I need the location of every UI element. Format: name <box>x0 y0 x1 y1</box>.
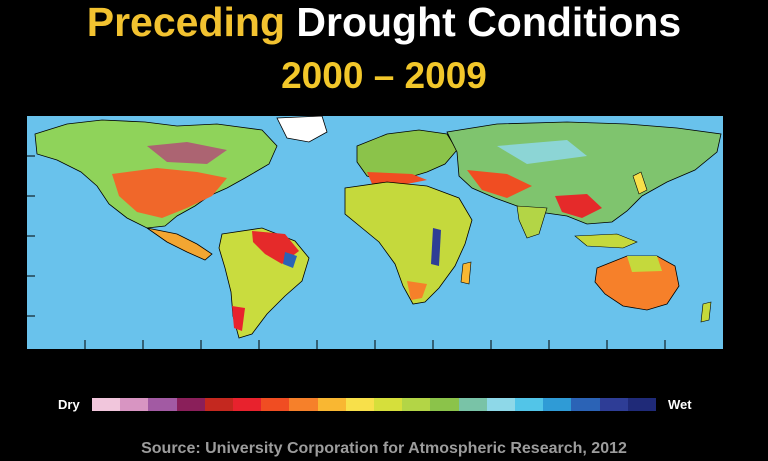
legend-swatch <box>627 398 657 411</box>
japan <box>632 171 648 195</box>
legend-swatch <box>571 398 600 411</box>
legend-dry-label: Dry <box>58 397 80 412</box>
legend-swatch <box>204 398 234 411</box>
legend-swatch <box>543 398 572 411</box>
indonesia <box>574 233 638 249</box>
legend-swatch <box>176 398 205 411</box>
legend-swatch <box>430 398 459 411</box>
map-frame-ticks <box>27 155 666 349</box>
new-zealand <box>700 301 712 323</box>
africa <box>344 181 473 305</box>
legend-swatch <box>233 398 262 411</box>
legend-swatch <box>289 398 318 411</box>
legend-wet-label: Wet <box>668 397 692 412</box>
asia-dry <box>467 170 532 198</box>
title-highlight: Preceding <box>86 0 285 45</box>
legend-swatch <box>317 398 346 411</box>
africa-wet <box>431 228 441 266</box>
legend-swatch <box>345 398 375 411</box>
africa-south-dry <box>407 281 427 300</box>
legend-swatch <box>458 398 487 411</box>
world-map-graphic <box>27 116 722 349</box>
source-caption: Source: University Corporation for Atmos… <box>141 440 627 457</box>
central-america <box>146 227 213 261</box>
legend-swatch <box>486 398 516 411</box>
legend-color-scale <box>92 398 657 411</box>
madagascar <box>460 261 472 285</box>
legend-swatch <box>374 398 403 411</box>
legend-swatch <box>599 398 628 411</box>
legend-swatch <box>402 398 431 411</box>
legend-swatch <box>515 398 544 411</box>
europe <box>356 129 458 183</box>
legend-swatch <box>148 398 177 411</box>
world-drought-map <box>27 116 723 349</box>
east-asia-dry <box>555 194 602 218</box>
map-title: Preceding Drought Conditions <box>0 0 768 44</box>
australia-north <box>627 256 662 272</box>
greenland <box>276 116 328 143</box>
north-america-dry <box>112 168 227 218</box>
india <box>516 205 548 239</box>
year-range: 2000 – 2009 <box>281 55 487 96</box>
south-america-wet <box>283 252 297 268</box>
legend-swatch <box>261 398 290 411</box>
patagonia-dry <box>232 306 245 331</box>
siberia-patch <box>497 140 587 164</box>
title-rest: Drought Conditions <box>284 0 682 45</box>
legend-swatch <box>120 398 149 411</box>
canada-patch <box>147 142 227 164</box>
legend-swatch <box>92 398 121 411</box>
